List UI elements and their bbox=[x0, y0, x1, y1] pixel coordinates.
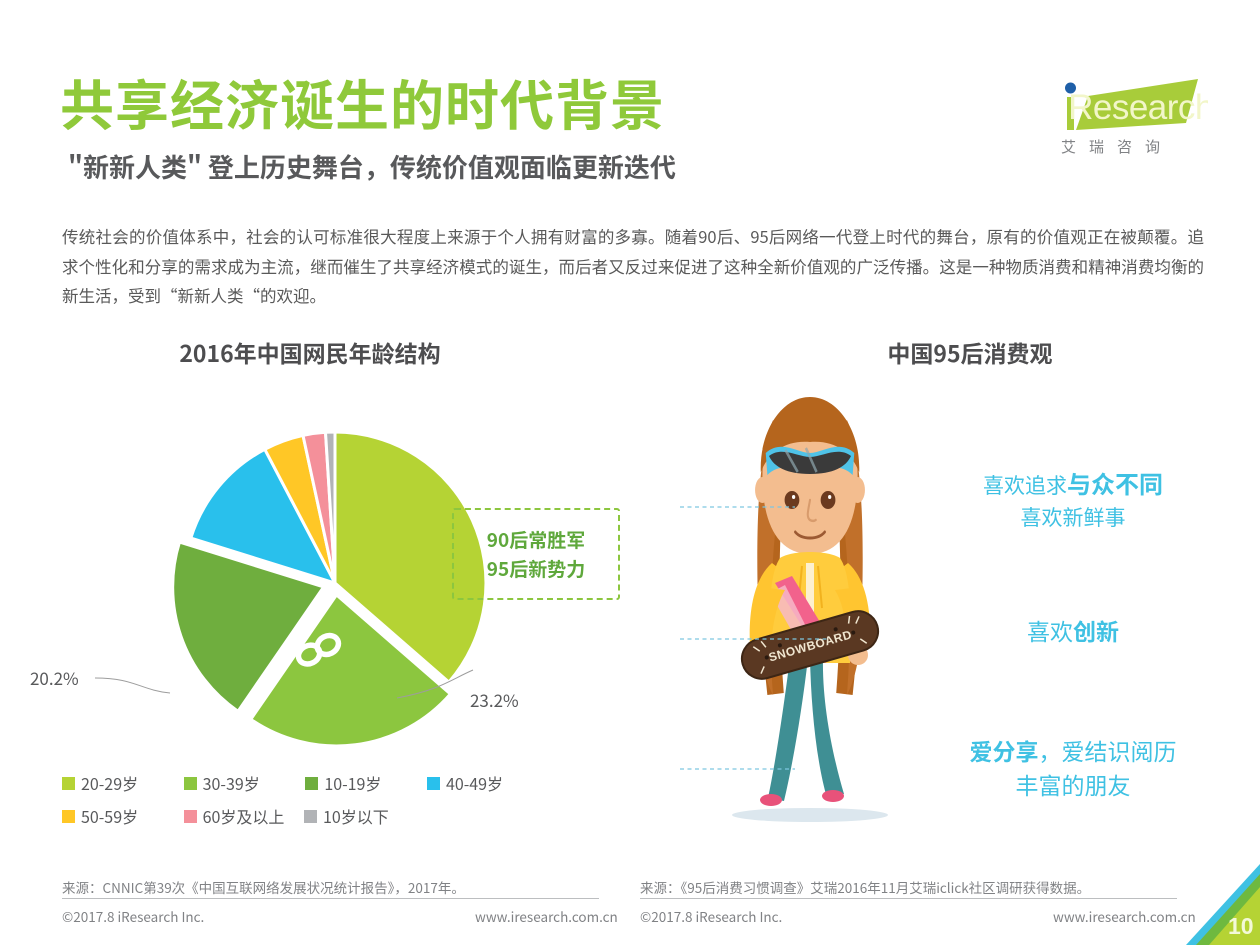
svg-text:10: 10 bbox=[1228, 913, 1254, 939]
svg-text:Research: Research bbox=[1068, 88, 1208, 127]
